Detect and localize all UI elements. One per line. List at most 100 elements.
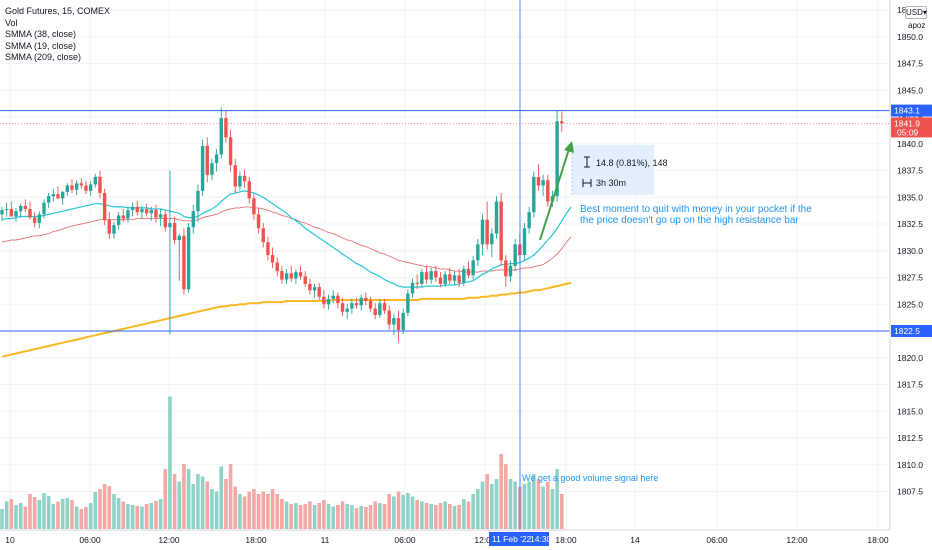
candle-body	[163, 214, 167, 228]
volume-bar	[9, 499, 14, 529]
time-axis[interactable]: 10 06:00 12:00 18:00 11 06:00 12:00 18:00 14 06:0…	[0, 529, 932, 550]
candle-body	[336, 295, 340, 304]
candle-body	[560, 121, 564, 124]
volume-bar	[490, 484, 494, 529]
candle-body	[172, 222, 177, 241]
volume-bar	[121, 501, 126, 529]
candle-body	[186, 227, 191, 290]
volume-bar	[522, 484, 527, 529]
volume-bar	[126, 504, 130, 529]
volume-bar	[466, 501, 471, 529]
smma-line-3	[1, 281, 572, 358]
legend-smma-209[interactable]: SMMA (209, close)	[5, 52, 82, 62]
volume-bar	[532, 474, 536, 529]
volume-bar	[378, 503, 382, 529]
volume-bar	[116, 498, 121, 529]
candle-body	[252, 198, 256, 215]
note-line-2[interactable]: the price doesn't go up on the high resi…	[580, 215, 799, 226]
legend-smma-38[interactable]: SMMA (38, close)	[5, 29, 77, 39]
candle-body	[312, 287, 317, 291]
candle-body	[238, 175, 242, 187]
volume-bar	[32, 497, 37, 529]
volume-bar	[60, 499, 65, 529]
candle-body	[228, 137, 233, 166]
volume-bar	[373, 501, 377, 529]
time-tick-label: 12:00	[158, 535, 180, 545]
volume-note[interactable]: We get a good volume signal here	[522, 473, 658, 483]
candle-body	[494, 201, 499, 234]
scale-mode-label[interactable]: apoz	[908, 21, 926, 30]
volume-bar	[14, 505, 18, 529]
volume-bar	[140, 506, 144, 529]
volume-bar	[172, 474, 177, 529]
volume-bar	[462, 499, 466, 529]
currency-button[interactable]: USD▾	[905, 6, 927, 19]
volume-bar	[555, 469, 559, 529]
volume-bar	[387, 494, 391, 529]
candle-body	[294, 272, 298, 279]
candle-body	[485, 219, 489, 245]
candle-body	[261, 228, 265, 243]
volume-bar	[331, 506, 336, 529]
volume-bar	[144, 504, 149, 529]
volume-bar	[294, 503, 298, 529]
volume-bar	[434, 505, 438, 529]
candle-body	[37, 214, 42, 223]
volume-bar	[480, 481, 485, 529]
price-tick-label: 1817.5	[897, 380, 923, 390]
volume-bar	[560, 494, 564, 529]
candle-body	[56, 194, 60, 199]
candle-body	[112, 225, 116, 234]
volume-bar	[186, 469, 191, 529]
volume-bar	[191, 484, 196, 529]
measure-tool[interactable]: 14.8 (0.81%), 148 3h 30m	[571, 145, 668, 195]
price-tag-label: 1822.5	[894, 326, 920, 336]
candle-body	[513, 244, 517, 266]
volume-bar	[406, 493, 410, 529]
crosshair-time-label: 14:30	[530, 534, 552, 544]
chevron-down-icon: ▾	[922, 8, 927, 17]
candle-body	[326, 298, 331, 305]
price-tags: 1843.1 1841.905:09 1822.5	[891, 104, 932, 337]
volume-bar	[214, 491, 219, 529]
volume-bar	[392, 496, 396, 529]
price-axis[interactable]: 1852.51850.01847.51845.01842.51840.01837…	[889, 0, 932, 530]
candle-body	[527, 212, 531, 229]
candle-body	[555, 121, 559, 197]
candle-body	[354, 303, 359, 306]
legend-volume[interactable]: Vol	[5, 17, 18, 28]
trend-arrow[interactable]	[539, 141, 574, 241]
candle-body	[284, 273, 289, 280]
price-tick-label: 1815.0	[897, 406, 923, 416]
volume-bar	[149, 503, 154, 529]
candle-body	[317, 287, 321, 297]
candle-body	[135, 206, 139, 213]
volume-bar	[284, 501, 289, 529]
note-line-1[interactable]: Best moment to quit with money in your p…	[580, 204, 812, 215]
legend-smma-19[interactable]: SMMA (19, close)	[5, 40, 77, 51]
volume-bar	[233, 486, 238, 529]
volume-bar	[280, 499, 284, 529]
volume-bar	[37, 500, 42, 529]
volume-bar	[88, 503, 93, 529]
volume-bar	[504, 464, 508, 529]
candle-body	[280, 271, 284, 280]
time-tick-label: 12:00	[474, 535, 496, 545]
volume-bar	[396, 491, 401, 529]
candle-body	[546, 180, 550, 202]
volume-bar	[457, 505, 461, 529]
chart-legend: Gold Futures, 15, COMEX Vol SMMA (38, cl…	[5, 6, 110, 64]
candle-body	[126, 210, 130, 219]
legend-symbol[interactable]: Gold Futures, 15, COMEX	[5, 6, 111, 16]
candle-body	[387, 310, 391, 325]
volume-bar	[382, 504, 387, 529]
candle-body	[214, 154, 219, 164]
price-tag-box	[891, 117, 932, 138]
volume-bar	[298, 505, 303, 529]
price-tick-label: 1830.0	[897, 246, 923, 256]
volume-bar	[415, 500, 419, 529]
candle-body	[429, 271, 433, 280]
price-tick-label: 1812.5	[897, 433, 923, 443]
candle-body	[140, 209, 144, 213]
